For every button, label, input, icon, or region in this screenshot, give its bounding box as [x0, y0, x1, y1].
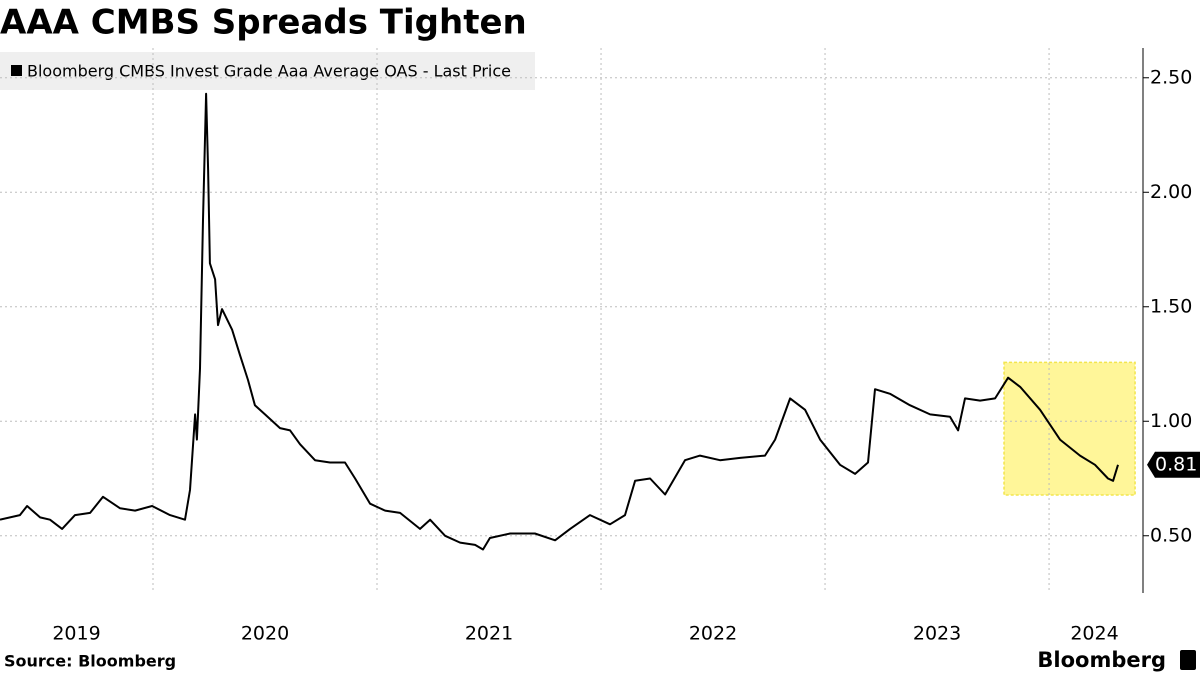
y-tick-label: 1.00 [1150, 410, 1192, 432]
x-tick-label: 2024 [1070, 623, 1118, 645]
x-tick-label: 2020 [241, 623, 289, 645]
line [0, 92, 1119, 551]
brand-icon [1180, 650, 1196, 670]
last-value-tag [1147, 451, 1200, 478]
chart-title: AAA CMBS Spreads Tighten [0, 3, 527, 43]
y-tick-label: 1.50 [1150, 295, 1192, 317]
x-tick-label: 2022 [689, 623, 737, 645]
y-tick-label: 2.00 [1150, 181, 1192, 203]
legend-box [0, 52, 535, 90]
legend-label: Bloomberg CMBS Invest Grade Aaa Average … [27, 62, 511, 81]
legend-swatch [11, 65, 22, 76]
y-tick-label: 2.50 [1150, 66, 1192, 88]
x-tick-label: 2021 [465, 623, 513, 645]
source: Source: Bloomberg [4, 652, 176, 671]
x-tick-label: 2019 [52, 623, 100, 645]
y-tick-label: 0.50 [1150, 524, 1192, 546]
brand: Bloomberg [1037, 648, 1166, 672]
highlight-region [1003, 361, 1136, 496]
last-value-label: 0.81 [1155, 453, 1197, 475]
x-tick-label: 2023 [913, 623, 961, 645]
